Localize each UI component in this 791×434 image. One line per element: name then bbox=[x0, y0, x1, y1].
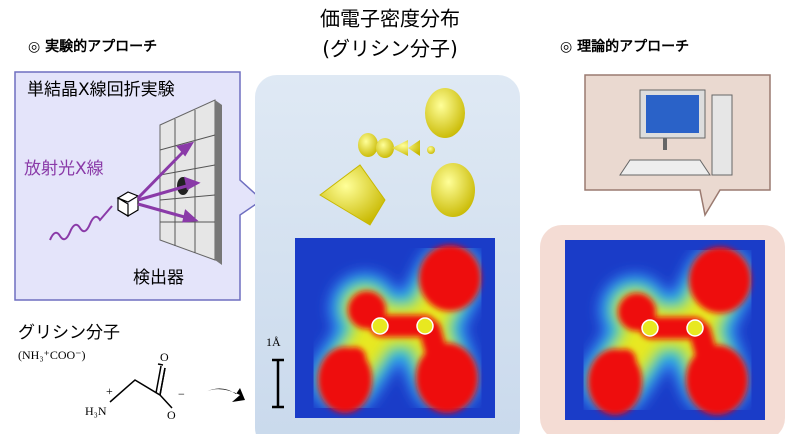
shape bbox=[215, 100, 222, 265]
molecule-name: グリシン分子 bbox=[18, 323, 120, 343]
crystal bbox=[116, 191, 140, 218]
shape bbox=[425, 88, 465, 138]
shape bbox=[376, 138, 394, 158]
shape bbox=[182, 209, 199, 223]
computer-callout bbox=[584, 74, 771, 218]
title-line2: (グリシン分子) bbox=[322, 37, 458, 61]
shape bbox=[392, 140, 420, 156]
shape bbox=[358, 133, 378, 157]
shape bbox=[136, 148, 187, 200]
charge-minus: − bbox=[178, 387, 185, 401]
experiment-callout: 単結晶X線回折実験 放射光X線 検出器 bbox=[14, 71, 264, 301]
shape bbox=[137, 202, 189, 220]
atom-o2: O bbox=[167, 408, 176, 422]
scale-bar bbox=[272, 358, 284, 409]
shape bbox=[176, 141, 195, 157]
shape bbox=[711, 94, 733, 176]
shape bbox=[431, 163, 475, 217]
shape bbox=[619, 159, 711, 176]
left-heading: ◎ 実験的アプローチ bbox=[28, 38, 157, 55]
right-heading: ◎ 理論的アプローチ bbox=[560, 38, 689, 55]
title-line1: 価電子密度分布 bbox=[320, 7, 460, 31]
shape bbox=[137, 183, 191, 202]
molecule-formula: (NH₃⁺COO⁻) bbox=[18, 348, 86, 362]
diffraction-arrows bbox=[136, 141, 201, 223]
shape bbox=[14, 71, 264, 301]
xray-label: 放射光X線 bbox=[24, 159, 104, 179]
amine: H₃N bbox=[85, 404, 107, 418]
shape bbox=[427, 146, 435, 154]
shape bbox=[646, 95, 699, 133]
detector-label: 検出器 bbox=[133, 268, 184, 288]
shape bbox=[319, 164, 386, 226]
callout-title: 単結晶X線回折実験 bbox=[27, 80, 175, 100]
atom-o1: O bbox=[160, 350, 169, 364]
isosurface bbox=[319, 88, 475, 226]
shape bbox=[109, 363, 173, 409]
molecule-structure bbox=[109, 363, 173, 409]
arrow bbox=[205, 388, 245, 402]
shape bbox=[155, 365, 166, 396]
charge-plus: + bbox=[106, 384, 113, 398]
theoretical-density-map bbox=[565, 240, 765, 420]
shape bbox=[183, 176, 201, 191]
xray-wave bbox=[49, 205, 113, 241]
measured-density-map bbox=[295, 238, 495, 418]
scale-label: 1Å bbox=[266, 335, 281, 349]
